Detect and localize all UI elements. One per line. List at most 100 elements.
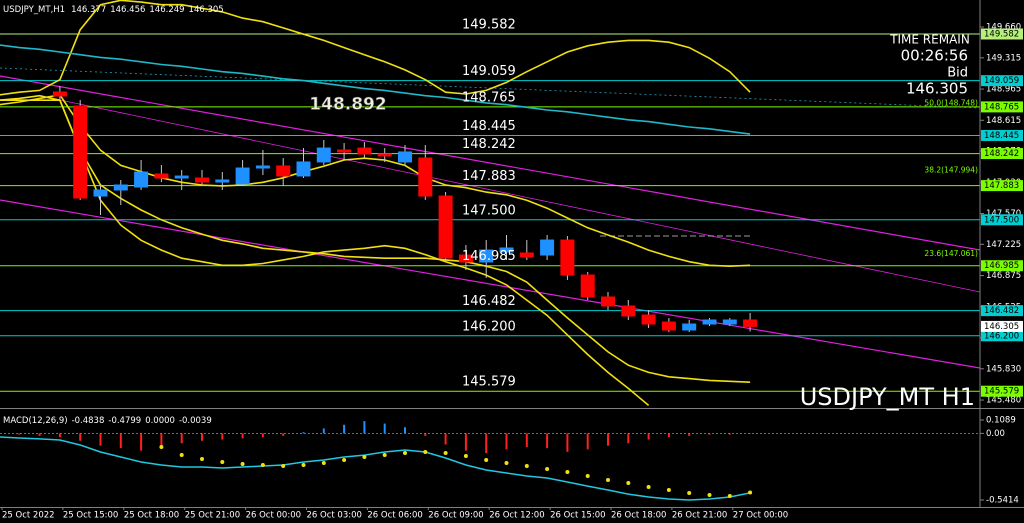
y-tick-label: 148.965	[986, 85, 1021, 95]
macd-bar	[485, 433, 488, 454]
candle-body	[255, 165, 270, 169]
y-tick-label: 147.570	[986, 209, 1021, 219]
signal-dot	[301, 463, 306, 468]
indicator-line	[0, 94, 751, 268]
trendline	[0, 199, 980, 369]
candle-body	[235, 167, 250, 185]
candle-body	[296, 161, 311, 177]
price-annotation: 148.892	[309, 95, 386, 115]
candle-body	[215, 179, 230, 183]
macd-bar	[201, 433, 203, 441]
y-tick-label: 145.480	[986, 396, 1021, 406]
macd-bar	[708, 433, 711, 435]
macd-readout: 0.0000	[145, 416, 175, 426]
level-tag-label: 146.482	[984, 306, 1019, 316]
signal-dot	[220, 459, 225, 464]
signal-dot	[565, 470, 570, 475]
level-tag	[981, 101, 1023, 113]
x-tick-label: 26 Oct 00:00	[246, 511, 301, 521]
signal-dot	[524, 464, 529, 469]
candle-body	[580, 274, 595, 298]
macd-bar	[424, 433, 427, 436]
signal-dot	[626, 481, 631, 485]
macd-bar	[728, 433, 731, 435]
level-tag-label: 149.582	[984, 29, 1019, 39]
current-price-tag	[981, 320, 1023, 332]
signal-dot	[362, 455, 367, 460]
macd-bar	[505, 433, 508, 450]
bid-label: Bid	[947, 66, 968, 81]
candle-body	[661, 321, 676, 331]
level-label: 146.200	[462, 319, 516, 334]
macd-bar	[241, 433, 244, 439]
candle-body	[73, 105, 88, 199]
trendline	[59, 99, 980, 293]
fib-label: 23.6(147.061)	[924, 249, 978, 258]
time-axis: 25 Oct 2022 25 Oct 15:00 25 Oct 18:00 25 Oc…	[1, 507, 788, 521]
level-tag-label: 148.445	[984, 131, 1019, 141]
macd-bar	[221, 433, 224, 440]
candle-body	[722, 319, 737, 325]
signal-dot	[281, 464, 286, 469]
macd-bar	[180, 433, 183, 444]
macd-bar	[627, 433, 630, 444]
macd-bar	[99, 433, 102, 446]
y-tick-label: 145.830	[986, 364, 1021, 374]
level-label: 147.883	[462, 169, 516, 184]
x-tick-label: 25 Oct 18:00	[124, 511, 179, 521]
signal-dot	[687, 490, 692, 495]
macd-bar	[119, 433, 122, 449]
candle-body	[195, 177, 209, 183]
bid-value: 146.305	[906, 80, 968, 98]
candle-body	[458, 254, 473, 263]
level-tag-label: 147.883	[984, 181, 1019, 191]
timer-label: TIME REMAIN	[889, 33, 970, 47]
level-tag	[981, 148, 1023, 160]
signal-dot	[179, 453, 184, 458]
x-tick-label: 26 Oct 15:00	[550, 511, 605, 521]
level-label: 148.242	[462, 137, 516, 152]
signal-dot	[748, 490, 753, 495]
candle-body	[52, 91, 67, 97]
y-tick-label: 147.225	[986, 240, 1021, 250]
candle-body	[276, 165, 291, 177]
indicator-line	[0, 99, 751, 383]
signal-dot	[423, 449, 428, 454]
candle-body	[682, 323, 697, 331]
signal-dot	[240, 462, 245, 467]
level-label: 145.579	[462, 375, 516, 390]
signal-dot	[606, 478, 610, 483]
macd-bar	[322, 428, 325, 434]
macd-title: MACD(12,26,9)	[3, 416, 68, 426]
signal-dot	[321, 461, 326, 466]
high-readout: 146.456	[110, 5, 145, 15]
open-readout: 146.377	[71, 5, 106, 15]
macd-bar	[261, 433, 264, 438]
levels	[0, 33, 980, 392]
signal-dot	[646, 485, 651, 490]
level-tag	[981, 214, 1023, 226]
y-tick-label: 148.615	[986, 116, 1021, 126]
level-label: 147.500	[462, 203, 516, 218]
timer: 00:26:56	[901, 47, 968, 65]
candle-body	[174, 175, 189, 179]
level-label: 149.059	[462, 64, 516, 79]
macd-bar	[404, 427, 406, 434]
indicator-line	[0, 94, 650, 407]
x-tick-label: 26 Oct 06:00	[367, 511, 422, 521]
macd-bar	[140, 433, 143, 451]
candle-body	[743, 319, 758, 327]
low-readout: 146.249	[149, 5, 184, 15]
candle-body	[702, 319, 717, 325]
signal-dot	[504, 461, 509, 466]
candle-body	[479, 249, 494, 263]
signal-dot	[727, 494, 732, 499]
signal-dot	[707, 493, 712, 498]
candle-body	[418, 157, 433, 197]
level-label: 146.985	[462, 249, 516, 264]
signal-dot	[545, 466, 550, 471]
macd-bar	[607, 433, 609, 446]
y-tick-label: 0.00	[986, 429, 1005, 439]
level-label: 148.765	[462, 90, 516, 105]
